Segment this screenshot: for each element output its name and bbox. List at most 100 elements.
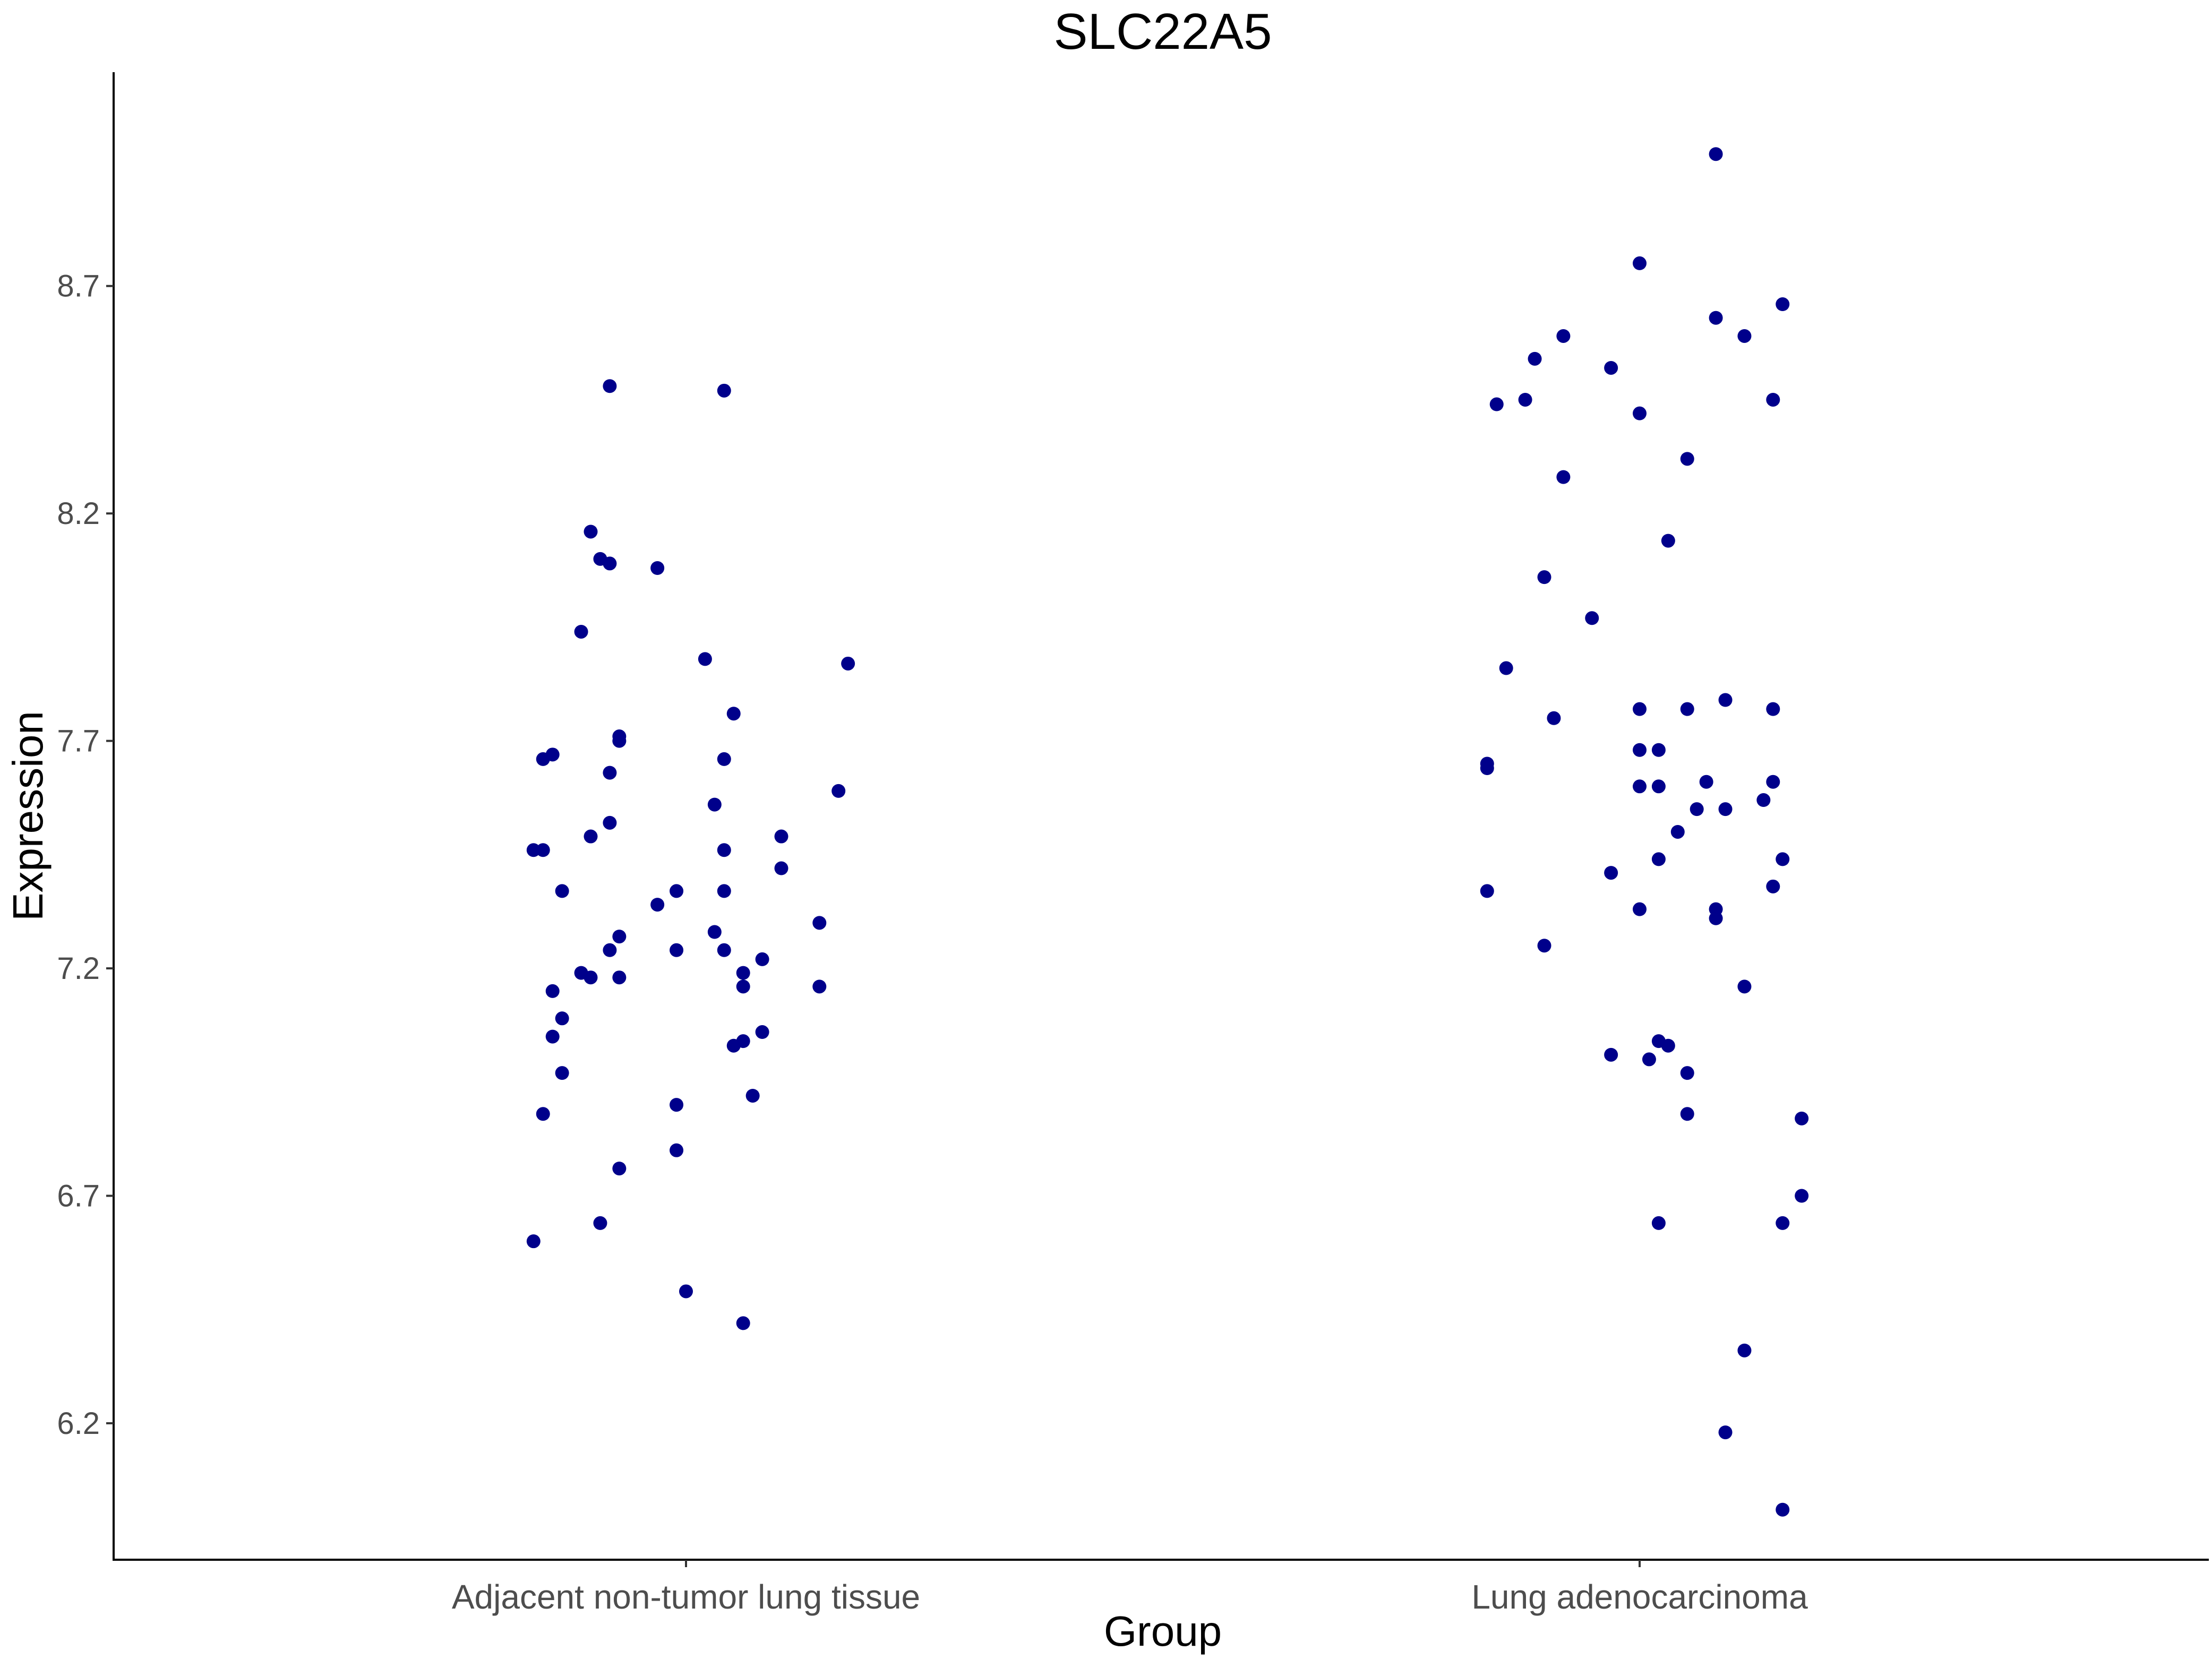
data-point <box>679 1284 693 1299</box>
data-point <box>555 1011 569 1026</box>
data-point <box>1670 824 1685 839</box>
data-point <box>1718 693 1733 707</box>
data-points <box>526 147 1809 1517</box>
data-point <box>1680 1066 1694 1080</box>
data-point <box>1547 711 1561 725</box>
data-point <box>1633 779 1647 794</box>
data-point <box>1556 470 1571 484</box>
data-point <box>1633 702 1647 716</box>
y-axis-title: Expression <box>4 711 52 921</box>
data-point <box>717 884 731 898</box>
data-point <box>603 379 617 393</box>
data-point <box>1690 802 1704 816</box>
data-point <box>774 861 788 875</box>
data-point <box>545 1029 560 1044</box>
data-point <box>670 884 684 898</box>
data-point <box>1737 979 1752 994</box>
data-point <box>536 843 550 857</box>
data-point <box>1709 311 1723 325</box>
data-point <box>1766 702 1780 716</box>
data-point <box>707 925 722 939</box>
data-point <box>584 525 598 539</box>
data-point <box>1651 779 1666 794</box>
data-point <box>1737 329 1752 343</box>
data-point <box>755 952 769 966</box>
data-point <box>841 656 855 671</box>
data-point <box>1699 775 1713 789</box>
data-point <box>1766 775 1780 789</box>
y-axis-ticks: 6.2 6.7 7.2 7.7 8.2 8.7 <box>57 269 114 1441</box>
data-point <box>1480 761 1494 776</box>
data-point <box>1489 397 1504 411</box>
data-point <box>1776 1502 1790 1517</box>
data-point <box>831 784 846 798</box>
x-tick-label: Adjacent non-tumor lung tissue <box>452 1578 920 1616</box>
x-axis-ticks: Adjacent non-tumor lung tissue Lung adeno… <box>452 1560 1808 1616</box>
data-point <box>1518 392 1532 407</box>
data-point <box>670 1143 684 1157</box>
data-point <box>1756 793 1771 807</box>
data-point <box>1661 1038 1675 1053</box>
data-point <box>603 943 617 957</box>
y-tick-label: 6.2 <box>57 1406 100 1441</box>
data-point <box>717 752 731 766</box>
data-point <box>736 979 750 994</box>
data-point <box>745 1088 760 1103</box>
data-point <box>1480 884 1494 898</box>
data-point <box>612 729 627 744</box>
data-point <box>812 916 827 930</box>
data-point <box>555 884 569 898</box>
data-point <box>1718 1425 1733 1440</box>
data-point <box>1651 1216 1666 1230</box>
data-point <box>593 1216 607 1230</box>
data-point <box>1795 1111 1809 1125</box>
data-point <box>603 556 617 571</box>
data-point <box>707 797 722 812</box>
x-axis-title: Group <box>1104 1608 1222 1655</box>
chart-title: SLC22A5 <box>1054 3 1272 60</box>
data-point <box>1737 1343 1752 1357</box>
data-point <box>1709 911 1723 925</box>
data-point <box>650 898 665 912</box>
data-point <box>1718 802 1733 816</box>
data-point <box>1709 147 1723 161</box>
data-point <box>1604 1047 1618 1062</box>
data-point <box>736 966 750 980</box>
y-tick-label: 6.7 <box>57 1179 100 1213</box>
data-point <box>1661 534 1675 548</box>
data-point <box>774 829 788 844</box>
data-point <box>650 561 665 575</box>
data-point <box>726 1038 741 1053</box>
data-point <box>545 747 560 762</box>
data-point <box>612 930 627 944</box>
data-point <box>1680 1107 1694 1121</box>
data-point <box>1585 611 1599 625</box>
data-point <box>545 984 560 998</box>
data-point <box>1776 1216 1790 1230</box>
data-point <box>698 652 712 666</box>
data-point <box>555 1066 569 1080</box>
data-point <box>1766 392 1780 407</box>
data-point <box>1680 702 1694 716</box>
data-point <box>1499 661 1513 675</box>
data-point <box>526 843 541 857</box>
data-point <box>812 979 827 994</box>
data-point <box>1604 360 1618 375</box>
data-point <box>1776 297 1790 312</box>
data-point <box>612 1162 627 1176</box>
data-point <box>574 624 588 639</box>
data-point <box>1651 743 1666 757</box>
data-point <box>603 766 617 780</box>
data-point <box>1651 852 1666 866</box>
data-point <box>536 1107 550 1121</box>
x-tick-label: Lung adenocarcinoma <box>1471 1578 1808 1616</box>
data-point <box>1633 743 1647 757</box>
data-point <box>1633 406 1647 420</box>
data-point <box>612 970 627 985</box>
data-point <box>1680 452 1694 466</box>
y-tick-label: 8.7 <box>57 269 100 304</box>
data-point <box>1556 329 1571 343</box>
y-tick-label: 7.2 <box>57 951 100 986</box>
data-point <box>1633 902 1647 916</box>
